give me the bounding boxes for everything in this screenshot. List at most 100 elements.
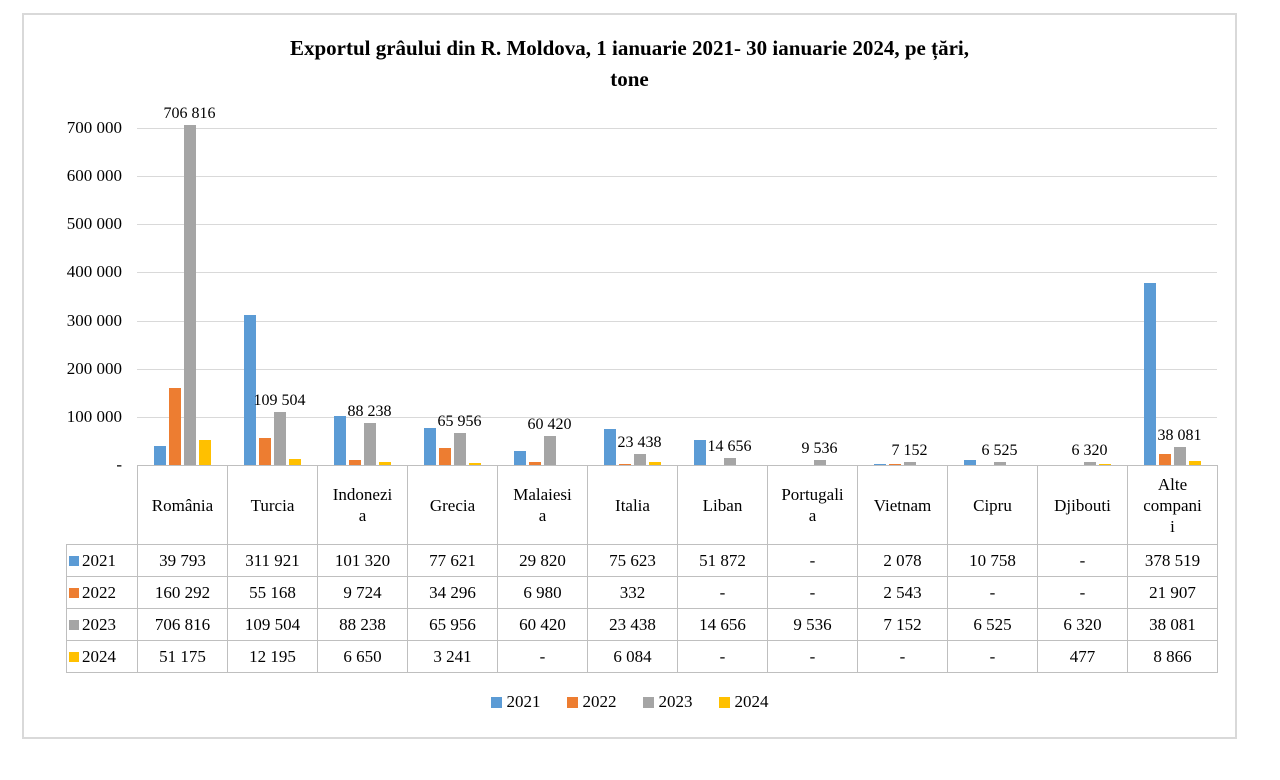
data-label: 6 525: [981, 442, 1018, 459]
y-tick-label: 400 000: [66, 262, 122, 281]
table-cell: -: [1037, 544, 1128, 577]
table-cell: 6 084: [587, 640, 678, 673]
table-cell: 378 519: [1127, 544, 1218, 577]
column-header: Turcia: [227, 465, 318, 545]
bar-2024: [288, 459, 301, 465]
table-cell: 311 921: [227, 544, 318, 577]
table-row: 2024 51 175 12 195 6 650 3 241-6 084- - - -477 8…: [66, 640, 1218, 673]
bar-2023: [903, 462, 916, 465]
data-label: 23 438: [617, 434, 662, 451]
table-corner: [67, 466, 138, 545]
y-axis: 700 000 600 000 500 000 400 000 300 000 200 0…: [24, 118, 122, 474]
y-tick-label: 700 000: [66, 118, 122, 137]
series-label-cell: 2022: [66, 576, 138, 609]
gridline: [137, 128, 1217, 129]
data-label: 65 956: [437, 413, 482, 430]
column-header: Djibouti: [1037, 465, 1128, 545]
table-cell: 65 956: [407, 608, 498, 641]
table-cell: 51 175: [137, 640, 228, 673]
column-header: Indonezi a: [317, 465, 408, 545]
table-cell: 51 872: [677, 544, 768, 577]
bar-2023: [1083, 462, 1096, 465]
table-cell: 10 758: [947, 544, 1038, 577]
table-cell: -: [767, 640, 858, 673]
row-label: 2022: [82, 582, 116, 602]
column-header: Grecia: [407, 465, 498, 545]
table-cell: 14 656: [677, 608, 768, 641]
legend-label: 2022: [582, 692, 617, 711]
bar-2021: [963, 460, 976, 465]
bar-2022: [348, 460, 361, 465]
table-cell: -: [1037, 576, 1128, 609]
data-label: 6 320: [1071, 442, 1108, 459]
legend-item: 2023: [642, 692, 693, 712]
table-cell: 3 241: [407, 640, 498, 673]
bar-2023: [633, 454, 646, 465]
bar-2021: [423, 428, 436, 465]
table-cell: 706 816: [137, 608, 228, 641]
bar-2023: [1173, 447, 1186, 465]
bar-2021: [513, 451, 526, 465]
legend-label: 2021: [506, 692, 541, 711]
table-cell: -: [767, 544, 858, 577]
bar-2022: [258, 438, 271, 465]
table-cell: 8 866: [1127, 640, 1218, 673]
legend-key-icon: [69, 555, 79, 566]
bar-2023: [363, 423, 376, 465]
table-cell: 9 724: [317, 576, 408, 609]
bar-2024: [1188, 461, 1201, 465]
data-label: 60 420: [527, 416, 572, 433]
table-cell: -: [497, 640, 588, 673]
y-tick-label: -: [116, 455, 122, 474]
bar-2021: [243, 315, 256, 465]
table-cell: 77 621: [407, 544, 498, 577]
bar-2022: [528, 462, 541, 465]
table-row: 2021 39 793 311 921 101 320 77 621 29 820 75 6…: [66, 544, 1218, 577]
table-cell: 55 168: [227, 576, 318, 609]
bar-2021: [693, 440, 706, 465]
y-tick-label: 100 000: [66, 407, 122, 426]
column-header: Vietnam: [857, 465, 948, 545]
table-cell: 109 504: [227, 608, 318, 641]
row-label: 2023: [82, 614, 116, 634]
bar-2022: [1158, 454, 1171, 465]
table-cell: 6 650: [317, 640, 408, 673]
gridline: [137, 369, 1217, 370]
y-tick-label: 600 000: [66, 166, 122, 185]
bar-2024: [468, 463, 481, 465]
bar-2023: [723, 458, 736, 465]
data-label: 706 816: [163, 105, 216, 122]
row-label: 2024: [82, 646, 116, 666]
bar-2024: [1098, 464, 1111, 465]
gridline: [137, 321, 1217, 322]
column-header: Italia: [587, 465, 678, 545]
bar-2024: [648, 462, 661, 465]
bar-2021: [153, 446, 166, 465]
bar-2022: [888, 464, 901, 465]
column-header: Alte compani i: [1127, 465, 1218, 545]
data-label: 7 152: [891, 442, 928, 459]
bar-2022: [168, 388, 181, 465]
table-cell: 88 238: [317, 608, 408, 641]
y-tick-label: 200 000: [66, 359, 122, 378]
gridline: [137, 272, 1217, 273]
table-row: 2022 160 292 55 168 9 724 34 296 6 980 332- -2 …: [66, 576, 1218, 609]
table-cell: 6 320: [1037, 608, 1128, 641]
legend-swatch-icon: [566, 696, 578, 708]
data-label: 9 536: [801, 440, 838, 457]
table-cell: 34 296: [407, 576, 498, 609]
column-header: Liban: [677, 465, 768, 545]
y-tick-label: 500 000: [66, 214, 122, 233]
row-label: 2021: [82, 550, 116, 570]
bar-2024: [198, 440, 211, 465]
gridline: [137, 176, 1217, 177]
table-cell: 60 420: [497, 608, 588, 641]
legend-swatch-icon: [490, 696, 502, 708]
bar-2021: [873, 464, 886, 465]
table-cell: -: [677, 576, 768, 609]
data-label: 88 238: [347, 403, 392, 420]
bar-2023: [453, 433, 466, 465]
